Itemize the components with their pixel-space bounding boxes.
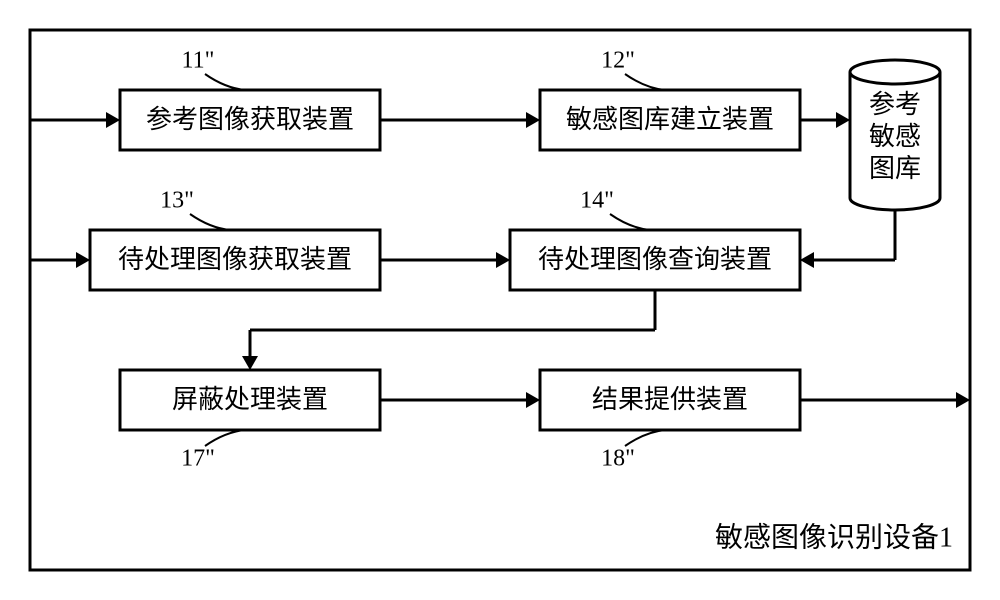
arrow-head (242, 356, 258, 370)
tag-leader-b18 (625, 430, 665, 446)
node-label-b18: 结果提供装置 (592, 385, 748, 414)
node-tag-b12: 12" (601, 48, 635, 74)
tag-leader-b11 (205, 74, 245, 90)
node-label-b14: 待处理图像查询装置 (538, 245, 772, 274)
db-text-line-0: 参考 (869, 90, 921, 119)
arrow-head (956, 392, 970, 408)
db-text-line-2: 图库 (869, 154, 921, 183)
diagram-svg: 参考图像获取装置 11" 敏感图库建立装置 12" 参考敏感图库待处理图像获取装置 13"… (0, 0, 1000, 600)
node-label-b13: 待处理图像获取装置 (118, 245, 352, 274)
db-text-line-1: 敏感 (869, 122, 921, 151)
arrow-head (76, 252, 90, 268)
arrow-head (106, 112, 120, 128)
caption: 敏感图像识别设备1 (715, 521, 953, 553)
node-label-b11: 参考图像获取装置 (146, 105, 354, 134)
tag-leader-b17 (205, 430, 245, 446)
arrow-head (800, 252, 814, 268)
arrow-head (496, 252, 510, 268)
arrow-head (526, 392, 540, 408)
node-tag-b14: 14" (580, 188, 614, 214)
tag-leader-b12 (625, 74, 665, 90)
node-tag-b17: 17" (181, 446, 215, 472)
node-tag-b18: 18" (601, 446, 635, 472)
node-label-b12: 敏感图库建立装置 (566, 105, 774, 134)
arrow-head (836, 112, 850, 128)
arrow-head (526, 112, 540, 128)
db-top (850, 60, 940, 84)
node-label-b17: 屏蔽处理装置 (172, 385, 328, 414)
node-tag-b11: 11" (182, 48, 215, 74)
tag-leader-b14 (610, 214, 650, 230)
node-tag-b13: 13" (160, 188, 194, 214)
tag-leader-b13 (190, 214, 230, 230)
